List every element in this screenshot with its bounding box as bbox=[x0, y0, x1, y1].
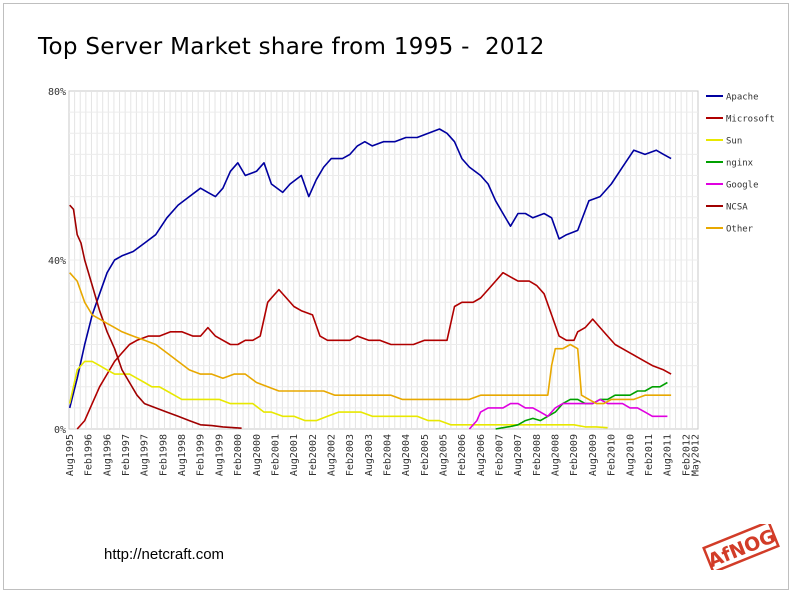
slide-title: Top Server Market share from 1995 - 2012 bbox=[38, 34, 545, 60]
x-tick-label: Feb2009 bbox=[569, 434, 580, 476]
series-line-ncsa bbox=[69, 204, 242, 429]
legend-label-sun: Sun bbox=[726, 137, 742, 147]
x-tick-label: Feb2005 bbox=[420, 434, 431, 476]
series-line-other bbox=[69, 272, 672, 405]
x-tick-label: May2012 bbox=[691, 434, 702, 476]
series-line-nginx bbox=[495, 381, 668, 430]
x-tick-label: Aug2008 bbox=[551, 434, 562, 476]
x-tick-label: Aug2004 bbox=[401, 434, 412, 476]
x-tick-label: Aug2001 bbox=[289, 434, 300, 476]
x-tick-label: Feb2006 bbox=[457, 434, 468, 476]
legend-label-microsoft: Microsoft bbox=[726, 115, 775, 125]
x-tick-label: Aug2007 bbox=[513, 434, 524, 476]
x-tick-label: Aug2000 bbox=[252, 434, 263, 476]
series-line-sun bbox=[68, 360, 608, 429]
x-tick-label: Feb2010 bbox=[607, 434, 618, 476]
x-tick-label: Feb1999 bbox=[196, 434, 207, 476]
series-line-microsoft bbox=[76, 271, 672, 430]
x-tick-label: Aug1998 bbox=[177, 434, 188, 476]
series-line-apache bbox=[68, 128, 672, 409]
source-link[interactable]: http://netcraft.com bbox=[104, 546, 225, 563]
legend-label-nginx: nginx bbox=[726, 159, 754, 169]
series-line-google bbox=[468, 398, 668, 430]
legend-label-google: Google bbox=[726, 181, 759, 191]
x-tick-label: Feb2003 bbox=[345, 434, 356, 476]
x-tick-label: Feb1997 bbox=[121, 434, 132, 476]
x-tick-label: Feb2012 bbox=[681, 434, 692, 476]
legend-label-apache: Apache bbox=[726, 93, 759, 103]
x-tick-label: Aug2006 bbox=[476, 434, 487, 476]
slide-frame bbox=[3, 3, 789, 590]
afnog-stamp-logo: AfNOG bbox=[702, 524, 780, 570]
x-tick-label: Aug2011 bbox=[663, 434, 674, 476]
x-tick-label: Feb2007 bbox=[495, 434, 506, 476]
x-tick-label: Feb2000 bbox=[233, 434, 244, 476]
x-tick-label: Aug2009 bbox=[588, 434, 599, 476]
x-tick-label: Aug1996 bbox=[102, 434, 113, 476]
x-tick-label: Aug2003 bbox=[364, 434, 375, 476]
x-tick-label: Aug2002 bbox=[326, 434, 337, 476]
x-tick-label: Feb1996 bbox=[84, 434, 95, 476]
x-tick-label: Aug2005 bbox=[439, 434, 450, 476]
y-tick-label: 80% bbox=[48, 87, 66, 98]
x-tick-label: Aug1999 bbox=[214, 434, 225, 476]
x-tick-label: Aug1995 bbox=[65, 434, 76, 476]
x-tick-label: Feb2008 bbox=[532, 434, 543, 476]
x-tick-label: Aug1997 bbox=[140, 434, 151, 476]
x-tick-label: Feb2004 bbox=[382, 434, 393, 476]
x-tick-label: Feb2001 bbox=[270, 434, 281, 476]
x-tick-label: Feb1998 bbox=[158, 434, 169, 476]
x-tick-label: Aug2010 bbox=[625, 434, 636, 476]
legend-label-ncsa: NCSA bbox=[726, 203, 748, 213]
x-tick-label: Feb2002 bbox=[308, 434, 319, 476]
x-tick-label: Feb2011 bbox=[644, 434, 655, 476]
y-tick-label: 0% bbox=[54, 425, 66, 436]
y-tick-label: 40% bbox=[48, 256, 66, 267]
legend-label-other: Other bbox=[726, 225, 754, 235]
